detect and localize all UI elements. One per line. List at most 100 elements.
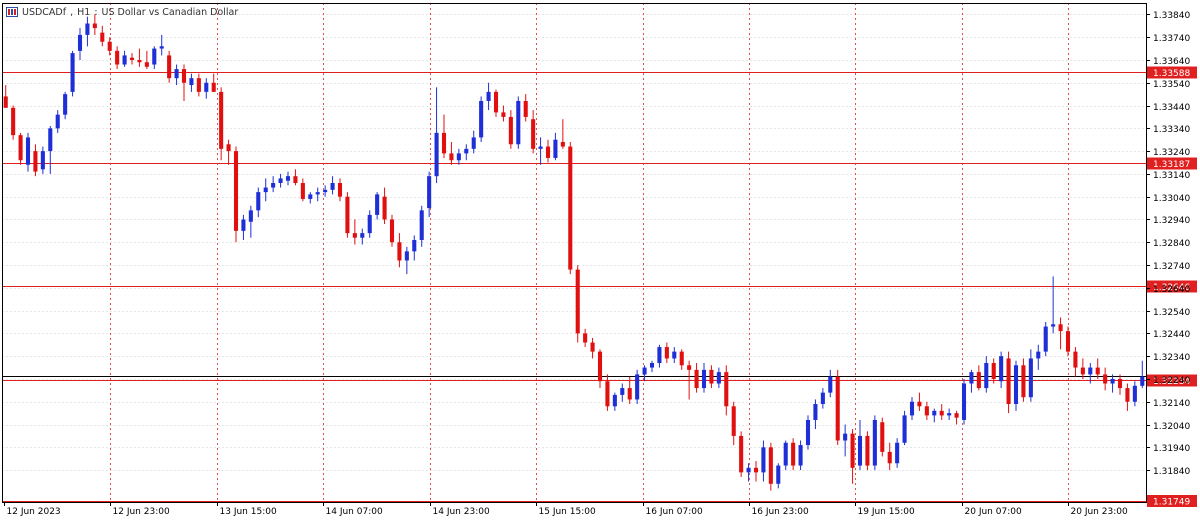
candle-body <box>954 413 959 418</box>
candle-body <box>857 435 863 466</box>
candle-body <box>397 242 402 261</box>
candle-body <box>85 23 90 35</box>
candle-body <box>1013 365 1019 405</box>
candle-body <box>427 176 432 209</box>
candle-body <box>345 196 350 234</box>
candle-body <box>412 239 417 252</box>
candle-body <box>315 192 320 195</box>
candle-body <box>947 413 952 416</box>
time-tick-label: 19 Jun 15:00 <box>858 507 915 517</box>
candle-body <box>107 41 112 51</box>
level-lines-layer: 1.33588 1.33187 1.32646 1.32234 1.31749 <box>2 66 1197 508</box>
candle-body <box>783 442 788 466</box>
candle-body <box>612 394 617 407</box>
candle-body <box>553 139 558 158</box>
candle-body <box>189 78 194 86</box>
candle-body <box>531 119 536 149</box>
level-price-label: 1.33588 <box>1153 69 1190 79</box>
candle-body <box>642 367 647 375</box>
chart-menu-icon[interactable] <box>6 7 18 17</box>
candle-body <box>1132 385 1137 402</box>
candle-body <box>263 187 268 193</box>
candle-body <box>961 383 967 420</box>
candle-body <box>308 194 313 199</box>
candle-body <box>508 116 513 145</box>
candle-body <box>241 219 246 231</box>
candle-body <box>798 445 803 466</box>
candle-body <box>115 50 120 65</box>
candle-body <box>1073 351 1078 368</box>
price-tick-label: 1.33240 <box>1153 148 1190 158</box>
candle-body <box>11 107 16 136</box>
time-tick-label: 20 Jun 23:00 <box>1071 507 1128 517</box>
candle-body <box>597 351 603 382</box>
candle-body <box>1028 358 1033 398</box>
candle-body <box>293 176 298 184</box>
candle-body <box>92 23 97 29</box>
period-separators-layer <box>110 3 1069 502</box>
candle-body <box>471 137 476 149</box>
candle-body <box>1051 324 1056 327</box>
candle-body <box>820 392 825 405</box>
candle-body <box>761 447 766 473</box>
candle-body <box>493 91 499 113</box>
candle-body <box>902 415 907 443</box>
candle-body <box>337 183 343 197</box>
candle-body <box>716 372 721 384</box>
candle-body <box>932 410 937 416</box>
candle-body <box>583 333 588 343</box>
price-tick-label: 1.32440 <box>1153 330 1190 340</box>
candle-body <box>152 48 157 65</box>
bottom-price-label: 1.31749 <box>1153 498 1190 508</box>
candle-body <box>679 351 684 366</box>
price-axis-layer: 1.33840 1.33740 1.33640 1.33540 1.33440 1.333… <box>2 3 1190 503</box>
candle-body <box>248 210 253 222</box>
time-tick-label: 12 Jun 2023 <box>7 507 61 517</box>
candle-body <box>300 183 305 199</box>
candle-body <box>278 178 283 184</box>
candle-body <box>939 410 944 416</box>
time-tick-label: 13 Jun 15:00 <box>220 507 277 517</box>
price-tick-label: 1.33440 <box>1153 103 1190 113</box>
candle-body <box>1088 367 1093 375</box>
level-price-tag <box>1147 66 1197 79</box>
title-separator: : <box>94 6 98 18</box>
candle-body <box>375 194 380 215</box>
candle-body <box>976 372 981 389</box>
candle-body <box>3 96 8 108</box>
chart-title: USDCADf, H1: US Dollar vs Canadian Dolla… <box>6 5 238 19</box>
candle-body <box>419 210 424 240</box>
price-tick-label: 1.33140 <box>1153 171 1190 181</box>
price-tick-label: 1.31840 <box>1153 467 1190 477</box>
candle-body <box>456 153 461 161</box>
candle-body <box>887 451 892 464</box>
candle-body <box>813 404 818 420</box>
price-tick-label: 1.33340 <box>1153 125 1190 135</box>
candle-body <box>731 406 736 436</box>
candle-body <box>449 153 454 161</box>
candle-body <box>464 148 469 154</box>
candle-body <box>701 369 707 389</box>
candle-body <box>657 347 662 364</box>
candle-body <box>367 214 372 234</box>
candle-body <box>167 55 172 79</box>
candle-body <box>404 251 409 261</box>
candle-body <box>479 100 484 138</box>
chart-frame <box>2 3 1147 503</box>
candle-body <box>137 59 142 63</box>
price-tick-label: 1.32240 <box>1153 376 1190 386</box>
price-tick-label: 1.32640 <box>1153 285 1190 295</box>
candle-body <box>635 374 640 400</box>
candle-body <box>77 34 83 51</box>
candle-body <box>984 363 989 389</box>
candle-body <box>709 369 714 384</box>
candle-body <box>991 363 996 379</box>
level-price-tag <box>1147 157 1197 170</box>
candle-body <box>850 433 855 468</box>
candle-body <box>1140 376 1145 386</box>
time-tick-label: 12 Jun 23:00 <box>113 507 170 517</box>
level-price-label: 1.32646 <box>1153 283 1190 293</box>
candle-body <box>687 365 692 370</box>
